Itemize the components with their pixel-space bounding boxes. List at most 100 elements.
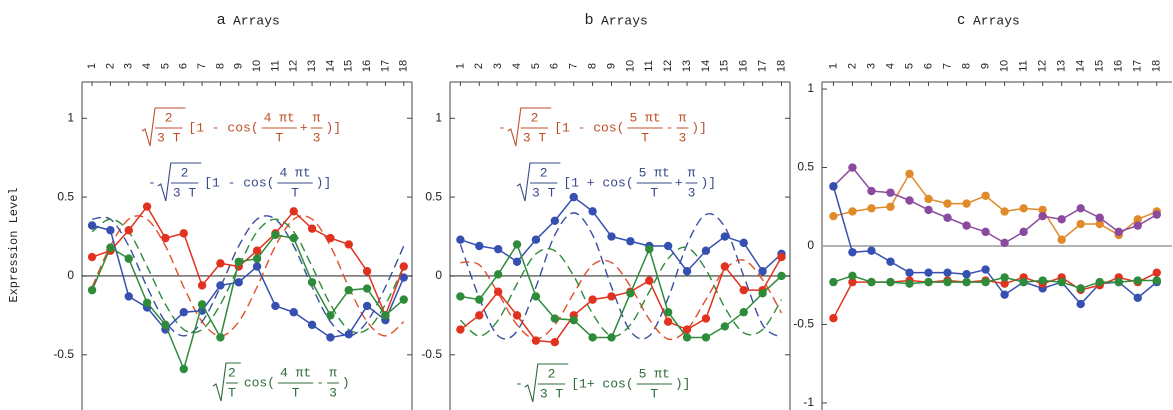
model-curve <box>459 246 783 337</box>
data-point <box>739 308 748 317</box>
data-point <box>886 202 895 211</box>
x-tick-label: 15 <box>1094 60 1106 72</box>
data-point <box>777 271 786 281</box>
fraction-numerator: 4 πt <box>280 365 311 380</box>
data-point <box>512 240 522 249</box>
data-point <box>493 270 503 279</box>
radical-sign <box>524 363 569 403</box>
x-tick-label: 2 <box>473 63 485 69</box>
series-line <box>91 205 405 318</box>
data-point <box>962 277 971 287</box>
data-point <box>493 287 503 296</box>
data-point <box>344 240 353 249</box>
fraction-numerator: 2 <box>531 110 539 125</box>
x-tick-label: 6 <box>922 63 934 69</box>
x-tick-label: 4 <box>884 63 896 69</box>
fraction-denominator: 3 T <box>540 386 564 401</box>
data-point <box>550 314 560 323</box>
data-point <box>289 308 298 317</box>
data-point <box>924 194 933 204</box>
formula-text: [1+ cos( <box>571 376 633 391</box>
data-point <box>1133 221 1142 230</box>
panel-title: Arrays <box>973 13 1020 28</box>
data-point <box>326 311 335 320</box>
data-point <box>1114 277 1123 287</box>
formula-text: )] <box>325 120 341 135</box>
x-tick-label: 1 <box>454 63 466 69</box>
data-point <box>981 277 990 287</box>
fraction-denominator: T <box>275 130 283 145</box>
data-point <box>848 271 857 281</box>
data-point <box>399 262 408 271</box>
data-point <box>607 232 616 241</box>
x-tick-label: 14 <box>700 60 712 72</box>
data-point <box>512 311 522 320</box>
data-point <box>307 224 317 233</box>
data-point <box>867 277 876 287</box>
y-tick-label: 1 <box>67 110 74 124</box>
data-point <box>106 226 115 235</box>
y-tick-label: 0.5 <box>797 160 814 174</box>
data-point <box>905 268 914 277</box>
data-point <box>905 279 914 288</box>
x-tick-label: 15 <box>343 60 355 72</box>
radical-sign <box>212 362 241 402</box>
x-tick-label: 7 <box>568 63 580 69</box>
data-point <box>645 244 654 254</box>
data-point <box>1095 213 1104 222</box>
data-point <box>106 243 115 252</box>
data-point <box>475 311 484 320</box>
data-point <box>456 235 465 244</box>
formula-text: [1 - cos( <box>554 120 624 135</box>
data-point <box>829 211 838 221</box>
data-point <box>758 267 767 276</box>
data-point <box>720 262 730 271</box>
fraction-numerator: π <box>329 365 337 380</box>
formula-text: cos( <box>244 375 275 390</box>
formula-text: - <box>316 375 324 390</box>
data-point <box>943 268 952 277</box>
data-point <box>720 232 730 241</box>
data-point <box>848 277 857 287</box>
data-point <box>1152 276 1161 285</box>
data-point <box>179 364 188 374</box>
radical-sign <box>141 107 186 147</box>
x-tick-label: 11 <box>269 60 281 71</box>
y-tick-label: 0 <box>807 238 814 252</box>
data-point <box>1076 299 1085 309</box>
data-point <box>682 267 692 276</box>
data-point <box>829 182 838 191</box>
data-point <box>829 313 838 323</box>
x-tick-label: 5 <box>159 63 171 69</box>
panel-letter: c <box>957 11 965 28</box>
data-point <box>179 229 188 238</box>
data-point <box>344 285 353 295</box>
radical-sign <box>516 162 561 202</box>
data-point <box>326 233 335 243</box>
data-point <box>682 333 692 342</box>
data-point <box>1038 276 1047 285</box>
fraction-numerator: 2 <box>181 165 189 180</box>
data-point <box>848 163 857 172</box>
fraction-denominator: T <box>650 386 658 401</box>
data-point <box>626 237 635 246</box>
fraction-denominator: 3 <box>678 130 686 145</box>
x-tick-label: 6 <box>178 63 190 69</box>
data-point <box>848 207 857 216</box>
data-point <box>399 295 408 304</box>
x-tick-label: 1 <box>827 63 839 69</box>
x-tick-label: 16 <box>738 60 750 72</box>
x-tick-label: 9 <box>233 63 245 69</box>
data-point <box>607 292 616 301</box>
series-line <box>460 196 783 273</box>
data-point <box>924 268 933 277</box>
data-point <box>886 188 895 197</box>
x-tick-label: 5 <box>903 63 915 69</box>
y-tick-label: 1 <box>807 81 814 95</box>
data-point <box>1114 227 1123 237</box>
formula-text: [1 + cos( <box>563 175 633 190</box>
fraction-denominator: T <box>228 385 236 400</box>
data-point <box>588 333 597 342</box>
data-point <box>569 315 578 325</box>
